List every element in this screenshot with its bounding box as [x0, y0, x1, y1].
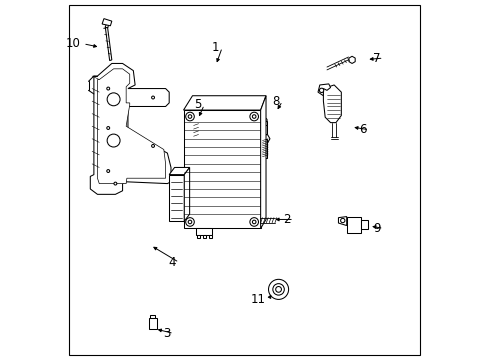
Bar	[263, 139, 266, 158]
Circle shape	[151, 96, 154, 99]
Bar	[197, 235, 200, 238]
Polygon shape	[97, 69, 165, 184]
Circle shape	[319, 88, 323, 93]
Bar	[264, 121, 266, 125]
Circle shape	[106, 87, 109, 90]
Text: 7: 7	[372, 51, 380, 64]
Bar	[263, 125, 267, 134]
Text: 5: 5	[194, 98, 201, 111]
Text: 6: 6	[358, 123, 366, 136]
Polygon shape	[260, 135, 269, 143]
Circle shape	[252, 115, 255, 118]
Polygon shape	[338, 217, 346, 226]
Polygon shape	[323, 85, 341, 123]
Circle shape	[249, 218, 258, 226]
Circle shape	[263, 118, 266, 122]
Circle shape	[275, 287, 281, 292]
Circle shape	[114, 182, 117, 185]
Text: 4: 4	[168, 256, 176, 269]
Polygon shape	[348, 56, 354, 63]
Circle shape	[107, 134, 120, 147]
Circle shape	[185, 218, 194, 226]
Text: 1: 1	[211, 41, 219, 54]
Text: 2: 2	[283, 213, 290, 226]
Circle shape	[151, 144, 154, 147]
Circle shape	[272, 284, 284, 295]
Polygon shape	[192, 118, 200, 127]
Circle shape	[268, 279, 288, 300]
Circle shape	[188, 115, 191, 118]
Polygon shape	[90, 63, 171, 194]
Circle shape	[107, 93, 120, 106]
Bar	[346, 217, 360, 233]
Circle shape	[188, 220, 191, 224]
Bar	[196, 228, 212, 235]
Bar	[360, 220, 367, 229]
Circle shape	[106, 127, 109, 130]
Polygon shape	[105, 23, 109, 28]
Circle shape	[106, 170, 109, 172]
Text: 3: 3	[163, 327, 171, 340]
Bar	[148, 318, 156, 329]
Polygon shape	[317, 84, 330, 96]
Bar	[183, 110, 260, 228]
Polygon shape	[184, 167, 189, 221]
Bar	[150, 315, 155, 318]
Text: 11: 11	[250, 293, 265, 306]
Bar	[203, 235, 206, 238]
Polygon shape	[260, 96, 265, 228]
Circle shape	[252, 220, 255, 224]
Circle shape	[185, 112, 194, 121]
Polygon shape	[250, 216, 259, 224]
Bar	[209, 235, 212, 238]
Circle shape	[249, 112, 258, 121]
Bar	[169, 175, 184, 221]
Circle shape	[340, 219, 344, 223]
Bar	[194, 123, 198, 137]
Text: 10: 10	[65, 37, 80, 50]
Text: 9: 9	[372, 222, 380, 235]
Polygon shape	[102, 19, 112, 26]
Polygon shape	[183, 96, 265, 110]
Polygon shape	[105, 27, 112, 60]
Text: 8: 8	[272, 95, 279, 108]
Polygon shape	[169, 167, 189, 175]
